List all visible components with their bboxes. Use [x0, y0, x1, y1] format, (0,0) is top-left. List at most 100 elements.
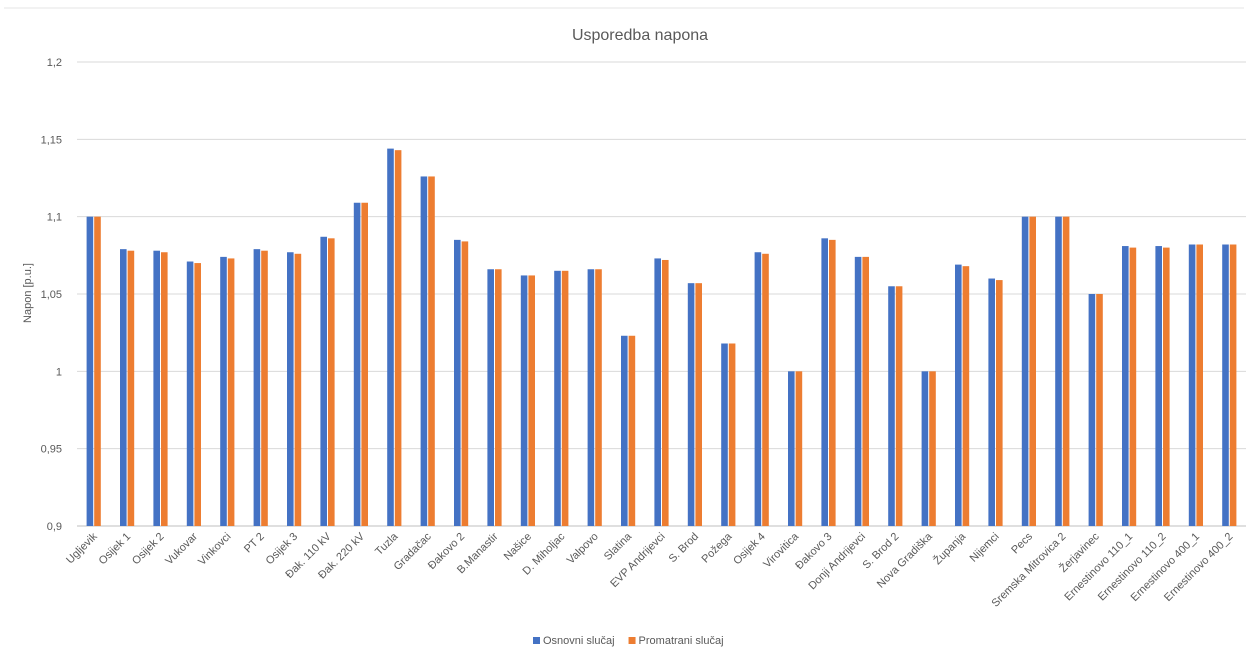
bar [687, 283, 695, 526]
bar [454, 239, 461, 526]
bar [829, 239, 836, 526]
bar [762, 253, 769, 526]
bar [1055, 216, 1062, 526]
bar [554, 270, 561, 526]
bar [795, 371, 803, 526]
bar [420, 176, 428, 526]
bar [487, 269, 494, 526]
x-tick-label: Nijemci [968, 531, 1002, 565]
bar [520, 275, 528, 526]
x-tick-label: Osijek 1 [97, 531, 134, 568]
bar [153, 250, 160, 526]
bar [1155, 246, 1162, 526]
bar [561, 270, 569, 526]
bar [654, 258, 661, 526]
bar [320, 236, 327, 527]
bar [587, 269, 595, 526]
bar [220, 256, 227, 526]
bar [854, 256, 862, 526]
y-tick-label: 0,95 [41, 444, 62, 456]
bar [127, 250, 135, 526]
y-tick-label: 1,15 [41, 134, 62, 146]
y-tick-label: 1,2 [47, 57, 62, 69]
bar [253, 249, 261, 526]
y-tick-label: 1,1 [47, 212, 62, 224]
x-tick-label: Ugljevik [64, 530, 100, 566]
bar [1129, 247, 1137, 526]
legend-swatch [533, 637, 540, 644]
bar [1188, 244, 1196, 527]
bar [1029, 216, 1036, 526]
bar [294, 253, 302, 526]
bar [1222, 244, 1229, 527]
bar [996, 280, 1003, 526]
bar [595, 269, 602, 526]
y-tick-label: 1 [56, 366, 62, 378]
bar [361, 202, 368, 526]
y-tick-label: 1,05 [41, 289, 62, 301]
legend-swatch [628, 637, 636, 644]
bar [194, 263, 201, 526]
x-tick-label: Osijek 2 [130, 531, 167, 568]
bar [94, 216, 101, 526]
bar [1062, 216, 1070, 526]
x-tick-label: Županja [931, 529, 969, 567]
bar [1096, 294, 1103, 526]
bar [161, 252, 168, 527]
x-tick-label: Valpovo [565, 531, 601, 567]
x-tick-label: Pecs [1009, 530, 1035, 556]
bar [287, 252, 294, 527]
bar [788, 371, 795, 526]
x-tick-label: Našice [502, 531, 534, 563]
chart-title: Usporedba napona [572, 27, 708, 44]
bar [921, 371, 929, 526]
bars [86, 148, 1237, 527]
legend-label: Osnovni slučaj [543, 635, 615, 647]
bar [721, 343, 728, 526]
x-tick-label: Požega [700, 530, 735, 565]
bar [394, 150, 402, 526]
bar [962, 266, 970, 526]
bar [261, 250, 268, 526]
bar [888, 286, 895, 526]
bar [528, 275, 535, 526]
bar [862, 256, 869, 526]
bar [988, 278, 995, 526]
x-tick-label: PT 2 [242, 531, 267, 556]
bar [821, 238, 828, 526]
x-tick-label: Vukovar [163, 530, 200, 567]
bar [186, 261, 194, 526]
x-tick-label: Vinkovci [196, 531, 233, 568]
bar [895, 286, 903, 526]
bar [461, 241, 469, 526]
bar [695, 283, 702, 526]
y-tick-label: 0,9 [47, 521, 62, 533]
bar [628, 335, 636, 526]
y-tick-labels: 0,9 0,95 1 1,05 1,1 1,15 1,2 [41, 57, 62, 533]
x-tick-label: S. Brod [667, 531, 701, 565]
bar [1196, 244, 1203, 527]
bar [929, 371, 936, 526]
x-tick-label: Tuzla [373, 530, 401, 558]
bar [328, 238, 335, 526]
bar [1088, 294, 1096, 526]
bar [353, 202, 361, 526]
legend: Osnovni slučaj Promatrani slučaj [533, 635, 724, 647]
bar [387, 148, 394, 526]
bar [621, 335, 628, 526]
bar [428, 176, 435, 526]
bar [227, 258, 235, 526]
gridlines [77, 61, 1246, 527]
bar [495, 269, 502, 526]
bar [955, 264, 962, 526]
bar [754, 252, 762, 527]
bar [662, 259, 669, 526]
bar [1021, 216, 1029, 526]
bar [86, 216, 94, 526]
bar [1163, 247, 1170, 526]
bar [1229, 244, 1237, 527]
x-tick-label: Slatina [602, 530, 635, 563]
